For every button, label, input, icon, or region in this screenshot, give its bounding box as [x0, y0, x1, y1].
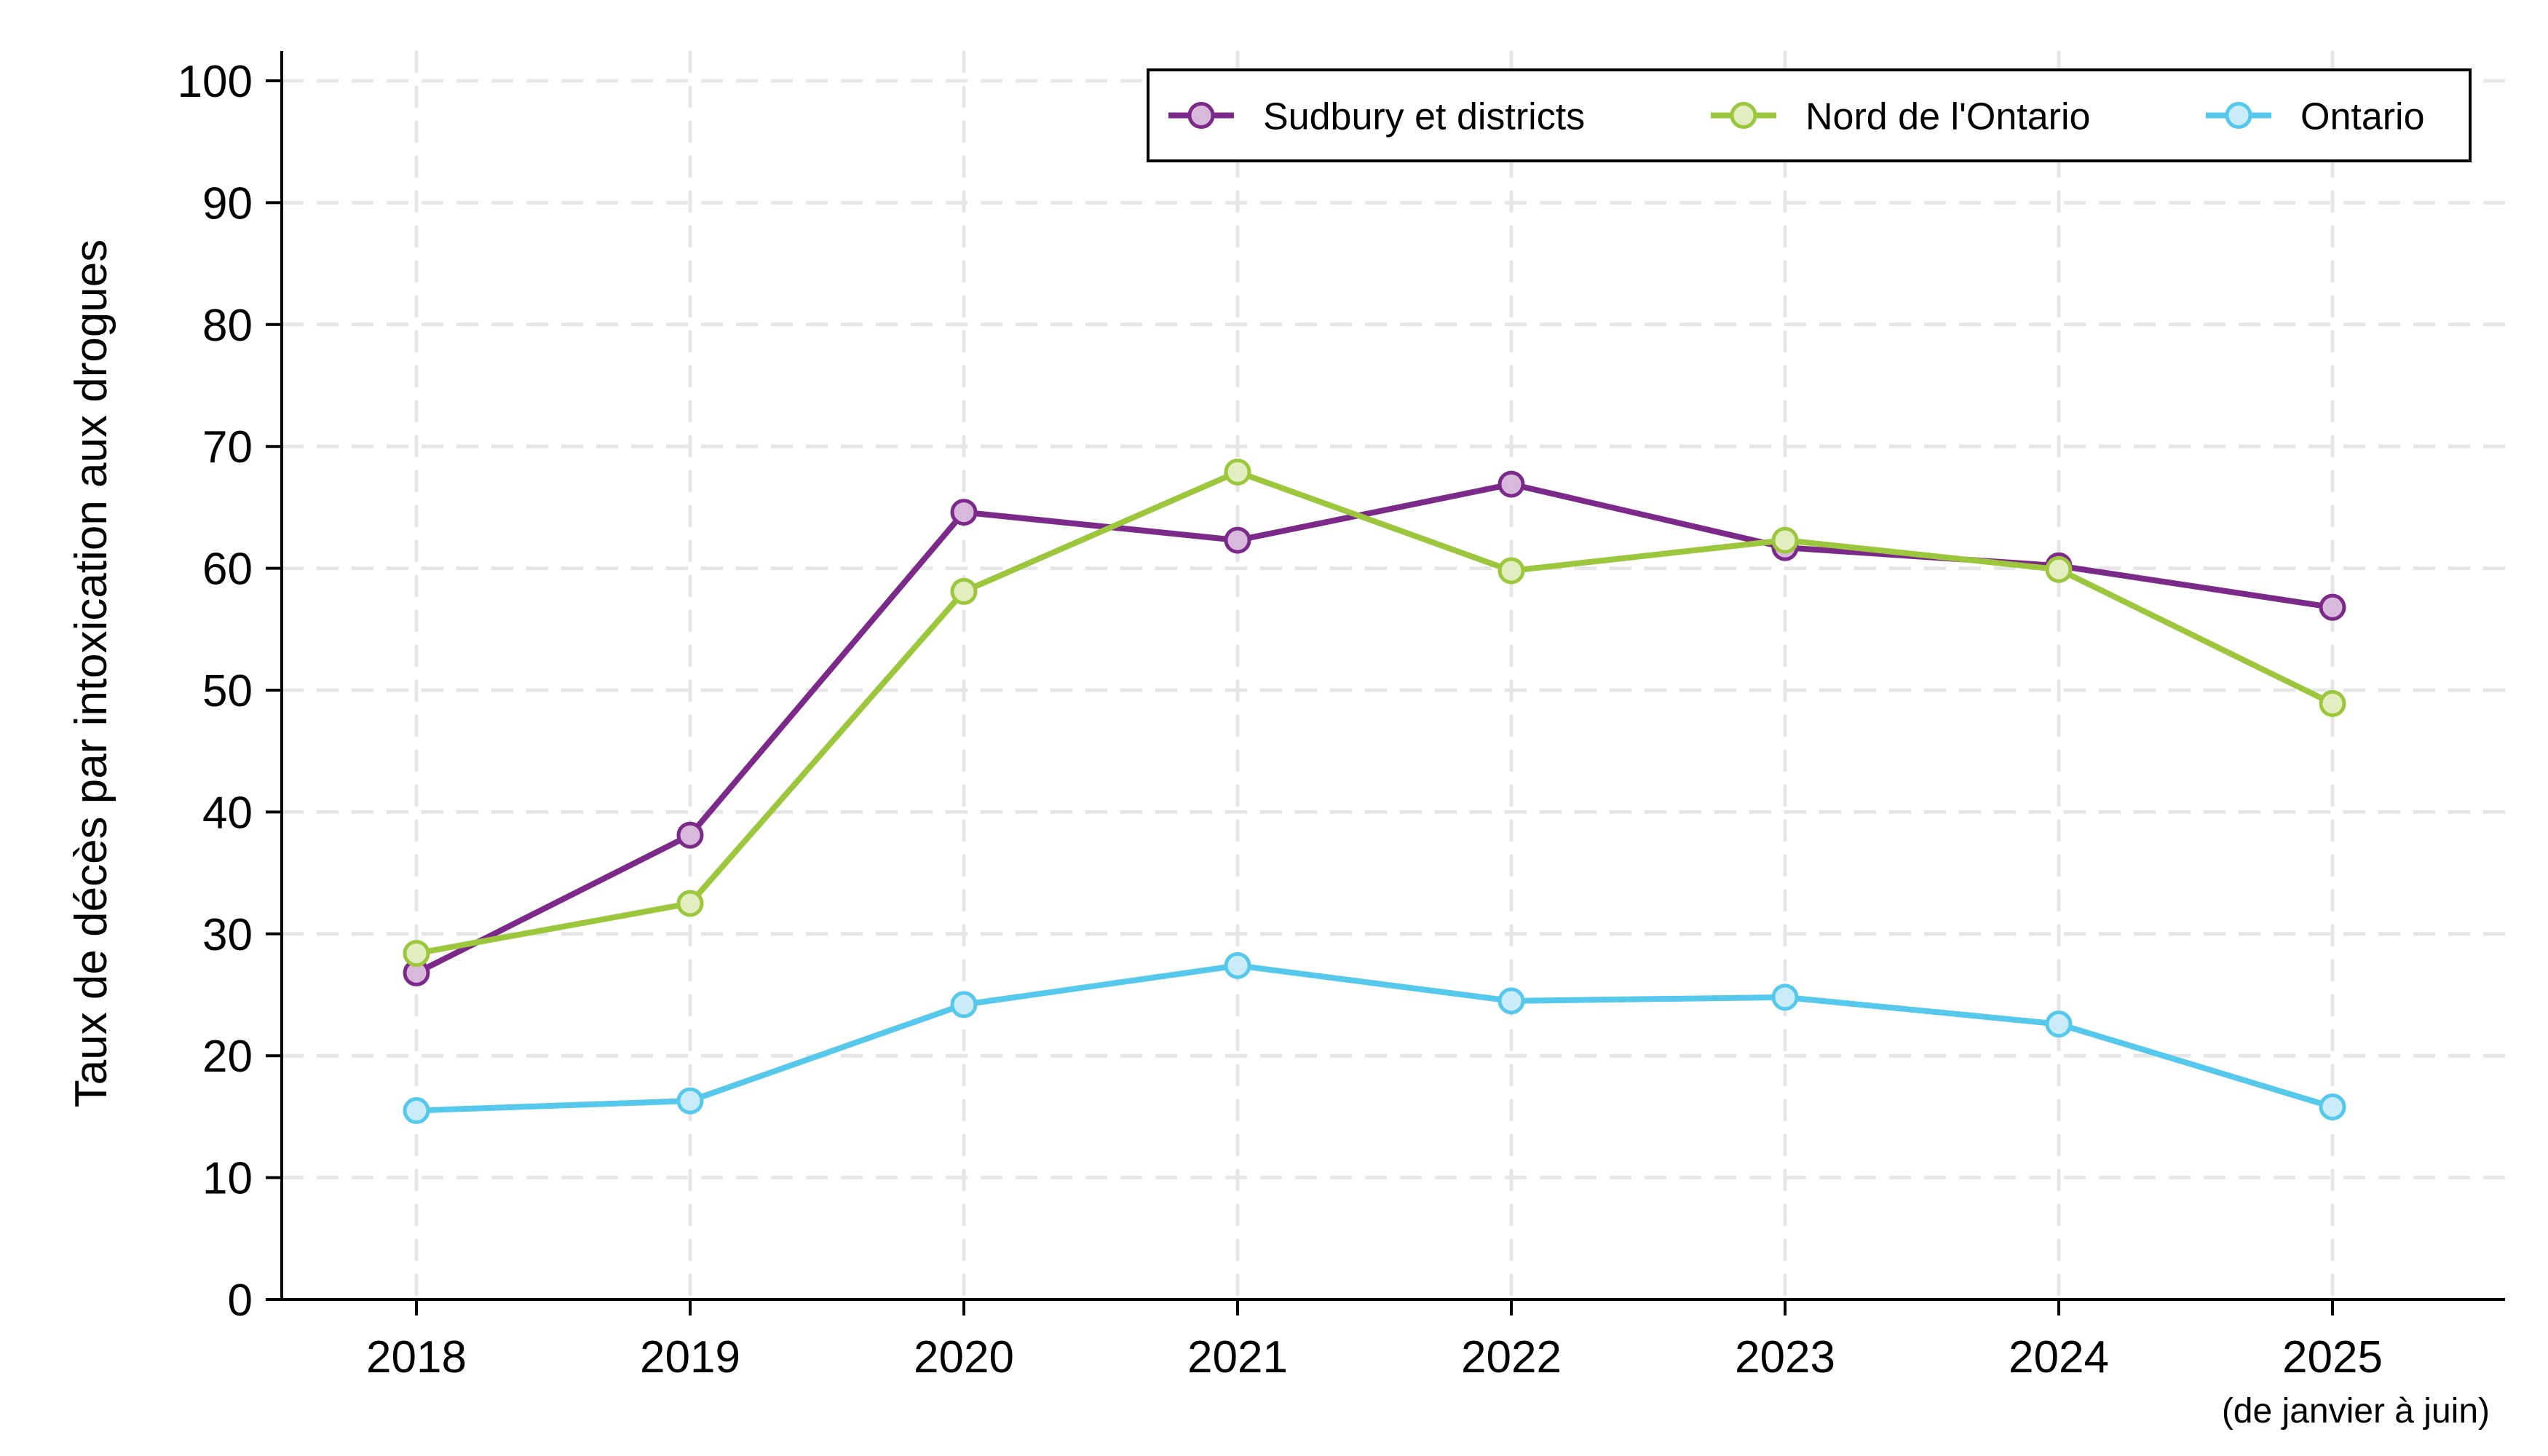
data-point — [403, 1097, 430, 1125]
series-line — [414, 962, 2335, 1114]
data-point — [2045, 1010, 2073, 1038]
x-tick-label: 2023 — [1735, 1332, 1835, 1382]
x-tick-label: 2019 — [640, 1332, 740, 1382]
x-tick-label: 2020 — [914, 1332, 1014, 1382]
data-point — [1497, 470, 1525, 498]
data-point — [403, 940, 430, 968]
legend-item-0: Sudbury et districts — [1168, 96, 1585, 138]
gridlines — [282, 51, 2505, 1299]
data-point — [2319, 689, 2346, 717]
legend-marker — [1187, 102, 1215, 129]
y-tick-label: 80 — [202, 301, 253, 351]
data-point — [1771, 526, 1799, 554]
y-tick-label: 70 — [202, 422, 253, 472]
data-point — [1497, 987, 1525, 1015]
data-point — [676, 890, 704, 917]
x-tick-label: 2024 — [2009, 1332, 2109, 1382]
y-tick-label: 40 — [202, 788, 253, 838]
x-tick-label: 2022 — [1461, 1332, 1562, 1382]
legend-label: Sudbury et districts — [1263, 96, 1585, 138]
series-1 — [403, 458, 2346, 968]
data-point — [2045, 555, 2073, 583]
series-2 — [403, 951, 2346, 1125]
series-group — [403, 458, 2346, 1125]
data-point — [1771, 984, 1799, 1011]
data-point — [1497, 557, 1525, 585]
data-point — [1224, 951, 1251, 979]
y-tick-label: 100 — [178, 57, 253, 107]
data-point — [950, 577, 978, 605]
axes: 0 10 20 30 40 50 60 70 80 90 100 2018 2019 2020 2021 20… — [178, 51, 2505, 1382]
legend-label: Nord de l'Ontario — [1805, 96, 2090, 138]
x-tick-label: 2018 — [366, 1332, 467, 1382]
data-point — [2319, 593, 2346, 621]
x-tick-label: 2025 — [2282, 1332, 2383, 1382]
y-axis-title: Taux de décès par intoxication aux drogu… — [66, 240, 116, 1108]
y-tick-label: 30 — [202, 910, 253, 960]
legend-box — [1147, 68, 2472, 162]
y-tick-label: 50 — [202, 666, 253, 716]
legend-marker — [1730, 102, 1757, 129]
data-point — [950, 991, 978, 1018]
legend-item-2: Ontario — [2206, 96, 2425, 138]
data-point — [2319, 1093, 2346, 1121]
data-point — [950, 499, 978, 526]
legend-item-1: Nord de l'Ontario — [1711, 96, 2090, 138]
data-point — [1224, 526, 1251, 554]
y-tick-label: 90 — [202, 178, 253, 229]
series-line — [414, 469, 2335, 957]
x-axis-note: (de janvier à juin) — [2222, 1392, 2490, 1431]
legend: Sudbury et districts Nord de l'Ontario Ont… — [1147, 68, 2472, 162]
legend-marker — [2225, 102, 2252, 129]
x-tick-label: 2021 — [1187, 1332, 1288, 1382]
y-tick-label: 0 — [228, 1275, 253, 1326]
data-point — [1224, 458, 1251, 486]
data-point — [676, 1087, 704, 1115]
y-tick-label: 10 — [202, 1154, 253, 1204]
legend-label: Ontario — [2300, 96, 2425, 138]
y-tick-label: 20 — [202, 1032, 253, 1082]
y-tick-label: 60 — [202, 545, 253, 595]
series-line — [414, 481, 2335, 976]
data-point — [676, 821, 704, 849]
